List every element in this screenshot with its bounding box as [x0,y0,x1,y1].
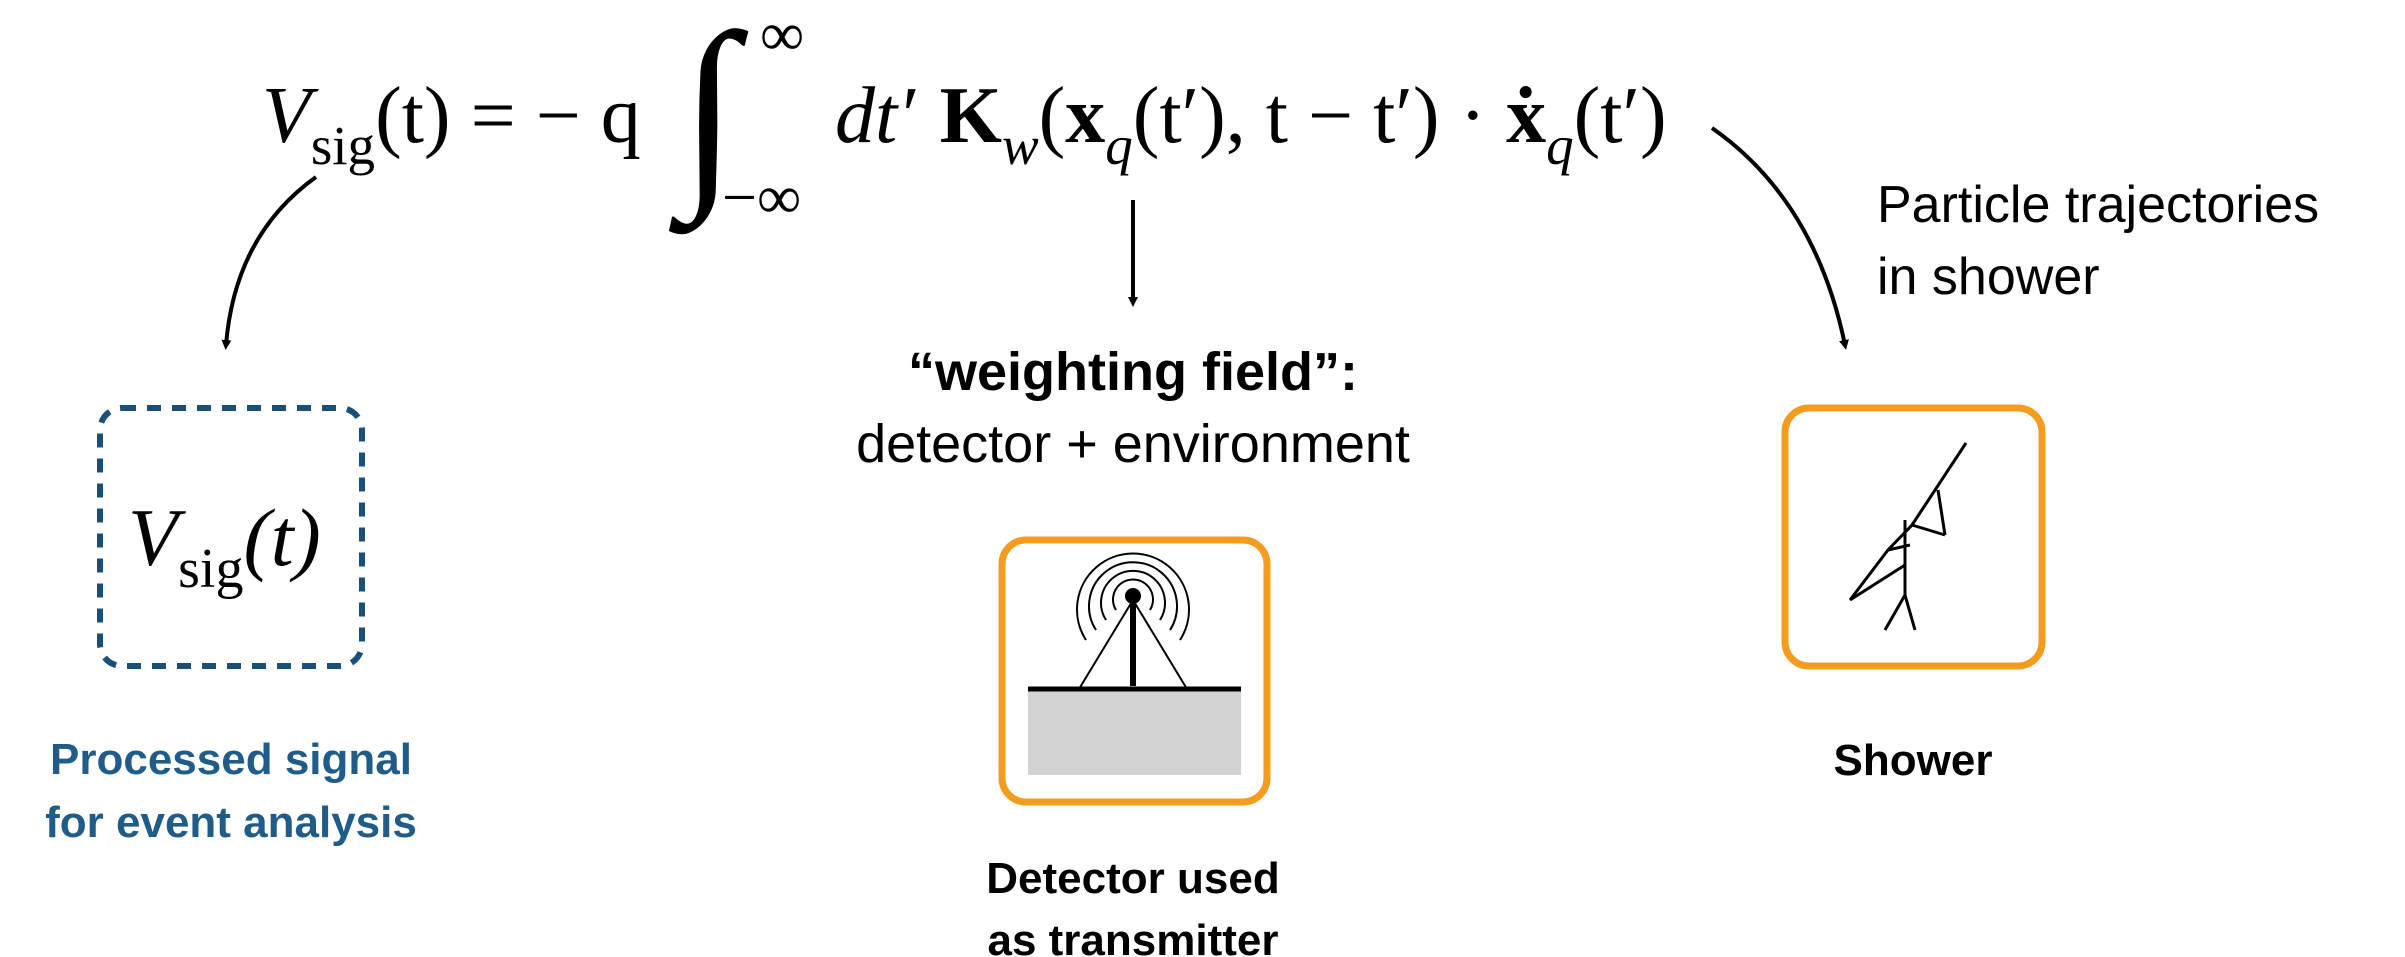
eq-subscript: sig [311,115,375,176]
antenna-leg [1132,599,1188,690]
eq-text: (t′) [1574,72,1667,160]
antenna-tip [1125,588,1141,604]
signal-caption: Processed signal [50,735,412,784]
detector-caption: as transmitter [987,916,1278,957]
signal-formula: Vsig(t) [128,492,321,600]
eq-text: (t) [243,492,320,583]
shower-note: Particle trajectories [1877,176,2319,234]
signal-caption: for event analysis [45,798,417,847]
signal-box [97,405,365,669]
arrow [1710,126,1849,350]
weighting-subtitle: detector + environment [856,414,1410,474]
eq-text: ( [1039,72,1066,160]
radio-waves [1076,552,1190,641]
detector-box [998,536,1271,806]
integral-sign: ∫ [669,0,749,235]
integral-lower: −∞ [722,164,801,232]
detector-caption: Detector used [986,854,1279,903]
eq-text: (t′), t − t′) · [1133,72,1506,160]
arrow [221,175,318,350]
eq-symbol: ẋ [1506,72,1546,160]
equation-integrand: dt′ Kw(xq(t′), t − t′) · ẋq(t′) [835,72,1667,176]
eq-symbol: V [262,72,319,160]
shower-box [1781,404,2046,670]
eq-text: (t) = − q [375,72,641,160]
equation: Vsig(t) = − q [262,72,641,176]
eq-subscript: q [1105,115,1133,176]
eq-subscript: sig [178,538,243,600]
integral-upper: ∞ [760,1,804,69]
eq-subscript: q [1546,115,1574,176]
eq-text: dt′ [835,72,916,160]
eq-subscript: w [1002,115,1039,176]
antenna-leg [1078,599,1134,690]
shower-tracks [1848,442,1968,631]
eq-symbol: K [940,72,1002,160]
shower-caption: Shower [1834,736,1993,785]
ground [1028,689,1241,775]
weighting-title: “weighting field”: [908,342,1358,402]
shower-note: in shower [1877,248,2100,306]
eq-symbol: x [1065,72,1105,160]
eq-symbol: V [128,492,186,583]
